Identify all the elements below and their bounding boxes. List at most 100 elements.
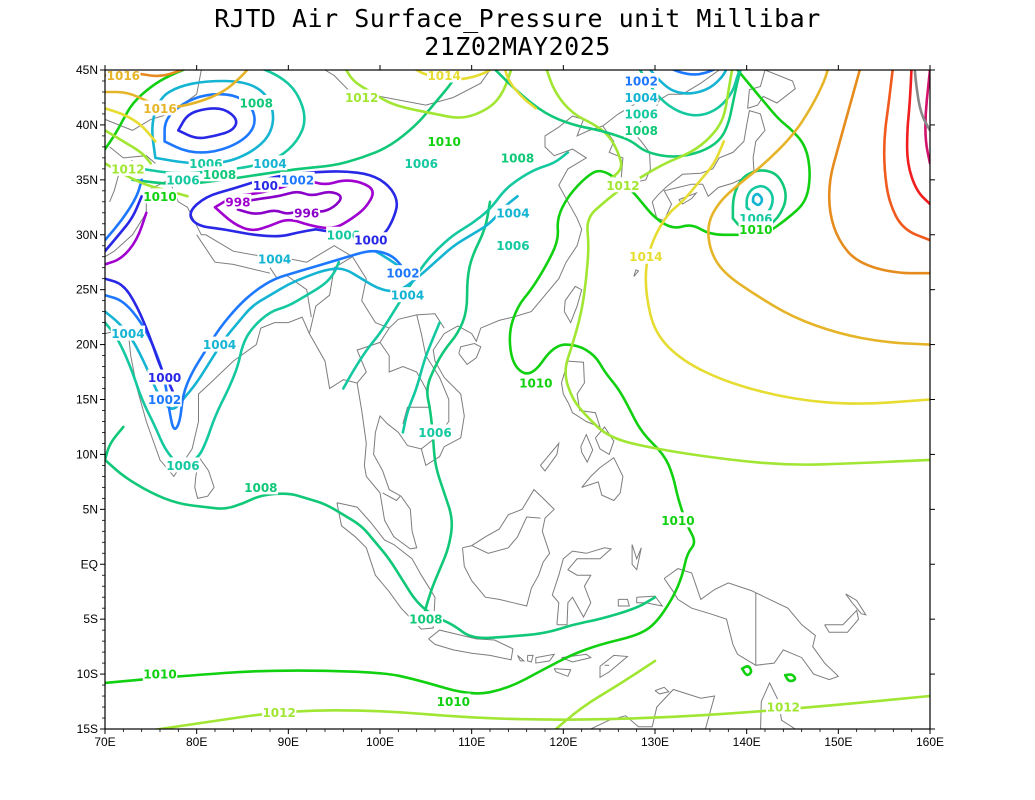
contour-label-bg [142, 188, 178, 204]
isobar-1008 [493, 70, 742, 158]
contour-label: 1002 [386, 267, 419, 281]
contour-label: 1000 [354, 234, 387, 248]
isobar-1012 [344, 70, 513, 119]
contour-label-bg [417, 424, 453, 440]
contour-labels: 1016 1014 1002 1004 1006 1008 1012 1016 1008 1010… [106, 67, 801, 720]
coastline-segment [631, 544, 642, 571]
contour-label-bg [202, 166, 237, 182]
contour-label-bg [224, 193, 252, 209]
coastline-segment [617, 598, 630, 607]
contour-label-bg [243, 479, 279, 495]
contour-label: 1008 [240, 96, 273, 110]
isobar-1016 [105, 70, 249, 109]
contour-label-bg [147, 369, 182, 385]
isobar-1002 [671, 70, 716, 76]
lat-tick-label: 5S [83, 612, 98, 626]
contour-label: 1004 [253, 157, 286, 171]
lat-tick-label: 40N [76, 118, 98, 132]
contour-label-bg [408, 611, 444, 627]
isobar-1010 [783, 673, 797, 683]
contour-label-bg [165, 171, 201, 187]
contour-label-bg [252, 155, 288, 171]
contour-label: 1014 [629, 250, 662, 264]
contour-label-bg [353, 232, 389, 248]
contour-label: 1006 [625, 107, 658, 121]
contour-label: 1006 [166, 173, 199, 187]
contour-label-bg [280, 171, 315, 187]
contour-label-bg [110, 160, 146, 176]
coastline-segment [379, 342, 432, 424]
contour-label-bg [605, 177, 641, 193]
coastline-segment [636, 595, 664, 607]
isobar-1006 [105, 260, 341, 465]
lon-tick-label: 90E [278, 735, 299, 749]
coastline-segment [471, 516, 541, 554]
contour-label: 1010 [143, 668, 176, 682]
contour-label-bg [106, 67, 141, 83]
contour-label-bg [326, 226, 361, 242]
contour-label: 1004 [111, 327, 144, 341]
lat-tick-label: 10S [77, 667, 98, 681]
isobar-1008 [105, 425, 125, 462]
lat-tick-label: 20N [76, 338, 98, 352]
contour-label: 1008 [501, 151, 534, 165]
coastline-segment [324, 70, 492, 106]
contour-label-bg [257, 250, 292, 266]
contour-label-bg [142, 100, 178, 116]
coastline-segment [535, 653, 556, 664]
contour-label: 1006 [418, 426, 451, 440]
contour-label: 1008 [203, 168, 236, 182]
isobar-1024 [924, 70, 930, 165]
chart-title-line1: RJTD Air Surface_Pressure unit Millibar [214, 4, 821, 33]
contour-label-bg [202, 336, 237, 352]
contour-label-bg [624, 105, 659, 121]
isobar-1022 [905, 70, 930, 206]
contour-label-bg [344, 89, 379, 105]
coastline-segment [633, 269, 640, 277]
coastline-segment [196, 234, 271, 274]
contour-label-bg [261, 704, 297, 720]
coastline-segment [580, 433, 594, 464]
contour-label: 1012 [606, 179, 639, 193]
contour-label-bg [165, 457, 201, 473]
contour-label: 1014 [427, 69, 460, 83]
lat-tick-label: 15S [77, 722, 98, 736]
coastline-segment [561, 653, 592, 663]
contour-label-bg [624, 122, 659, 138]
coastline-segment [563, 285, 583, 324]
coastline-segment [146, 179, 445, 329]
coastline-segment [105, 190, 147, 258]
isobar-1020 [882, 70, 930, 242]
contour-label-bg [495, 204, 531, 220]
isobar-1002 [105, 178, 143, 242]
contour-label: 1002 [625, 74, 658, 88]
coastline-segment [663, 568, 840, 681]
contour-label-bg [628, 248, 664, 264]
coastline-segment [824, 609, 860, 633]
contour-label-bg [738, 221, 774, 237]
lon-tick-label: 140E [733, 735, 761, 749]
coastline-segment [551, 547, 613, 626]
coastline-segment [109, 146, 156, 164]
lat-tick-label: 10N [76, 447, 98, 461]
contour-label-bg [766, 699, 801, 715]
isobar-1010 [105, 70, 187, 151]
isobar-1008 [105, 458, 657, 640]
lat-tick-label: 45N [76, 63, 98, 77]
isobar-1014 [105, 107, 157, 143]
isobar-1014 [644, 140, 930, 405]
contour-label-bg [239, 94, 274, 110]
lon-tick-label: 80E [186, 735, 207, 749]
coastline-segment [382, 492, 401, 502]
contour-label: 1004 [203, 338, 236, 352]
contour-label: 1006 [496, 239, 529, 253]
lat-tick-label: EQ [81, 557, 98, 571]
contour-label-bg [110, 325, 146, 341]
contour-label: 1012 [262, 706, 295, 720]
contour-label: 1010 [143, 190, 176, 204]
coastline-segment [651, 109, 766, 222]
lon-tick-label: 100E [366, 735, 394, 749]
contour-label: 1010 [519, 377, 552, 391]
isobar-1006 [401, 321, 441, 434]
